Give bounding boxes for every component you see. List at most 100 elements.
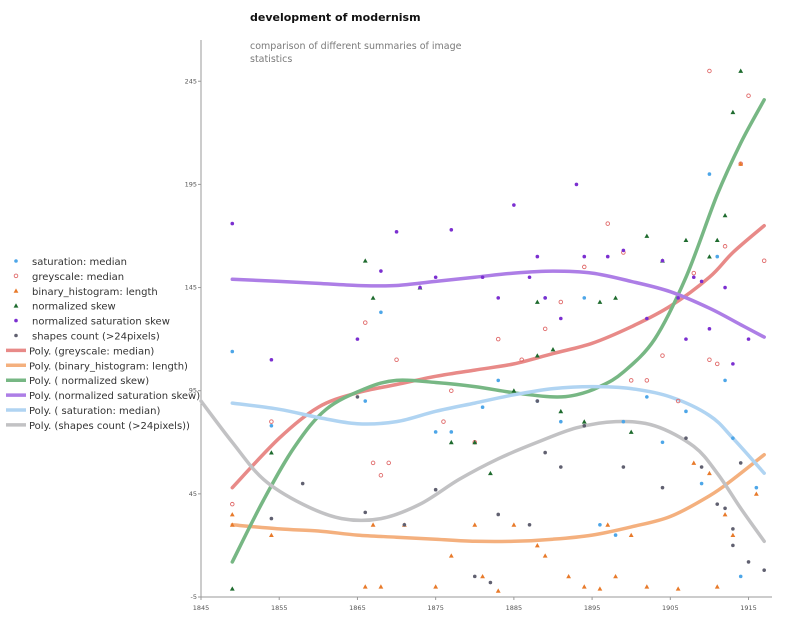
- y-tick-label: 195: [185, 180, 197, 188]
- data-point-shapes: [723, 506, 727, 511]
- legend-marker-shapes: [14, 333, 18, 338]
- data-point-saturation: [363, 399, 368, 403]
- data-point-greyscale: [370, 460, 376, 466]
- data-point-normskew: [370, 295, 376, 300]
- data-point-greyscale: [519, 357, 524, 363]
- legend-label: Poly. (normalized saturation skew): [29, 391, 200, 402]
- data-point-shapes: [300, 481, 305, 486]
- data-point-normskew: [597, 299, 603, 304]
- x-tick-label: 1865: [349, 604, 366, 612]
- data-point-normskew: [581, 419, 587, 424]
- legend-label: Poly. ( normalized skew): [29, 376, 149, 387]
- data-point-binary: [480, 573, 485, 579]
- data-point-shapes: [715, 502, 720, 506]
- legend-label: Poly. (greyscale: median): [29, 346, 154, 357]
- data-point-normsatskew: [433, 275, 438, 280]
- data-point-normsatskew: [707, 327, 712, 331]
- data-point-normskew: [730, 109, 736, 115]
- data-point-normsatskew: [605, 254, 610, 259]
- data-point-binary: [613, 573, 618, 579]
- data-point-greyscale: [269, 419, 274, 424]
- data-point-greyscale: [714, 361, 720, 367]
- data-point-normsatskew: [684, 337, 688, 341]
- data-point-normsatskew: [731, 362, 735, 366]
- trend-line-shapes: [199, 399, 766, 544]
- data-point-saturation: [621, 419, 626, 424]
- data-point-normsatskew: [512, 203, 516, 207]
- y-tick-label: 245: [185, 77, 197, 85]
- data-point-normskew: [362, 258, 368, 263]
- data-point-saturation: [684, 409, 688, 414]
- data-point-greyscale: [363, 320, 368, 325]
- data-point-greyscale: [449, 388, 454, 393]
- data-point-saturation: [582, 296, 587, 300]
- legend-marker-greyscale: [13, 273, 19, 279]
- data-point-shapes: [496, 512, 501, 517]
- data-point-normsatskew: [645, 316, 649, 321]
- data-point-normsatskew: [418, 285, 422, 290]
- data-point-normskew: [707, 254, 712, 259]
- legend-label: normalized saturation skew: [32, 317, 170, 328]
- legend-label: shapes count (>24pixels): [32, 332, 160, 343]
- data-point-normsatskew: [496, 296, 501, 300]
- data-point-binary: [691, 460, 697, 465]
- data-point-binary: [378, 584, 384, 589]
- data-point-greyscale: [558, 299, 564, 305]
- data-point-normsatskew: [449, 227, 454, 232]
- data-point-saturation: [645, 395, 649, 399]
- data-point-saturation: [433, 430, 438, 434]
- data-point-greyscale: [441, 419, 446, 424]
- data-point-greyscale: [761, 258, 767, 263]
- x-tick-label: 1855: [271, 604, 288, 612]
- data-point-binary: [707, 470, 712, 476]
- data-point-shapes: [738, 461, 743, 465]
- chart-title: development of modernism: [250, 11, 421, 24]
- data-point-saturation: [613, 533, 618, 537]
- x-tick-label: 1885: [506, 604, 523, 612]
- data-point-binary: [229, 512, 235, 517]
- data-point-greyscale: [707, 68, 712, 74]
- legend-label: binary_histogram: length: [32, 287, 158, 298]
- data-point-shapes: [746, 560, 751, 564]
- data-point-normskew: [558, 408, 564, 414]
- data-point-binary: [534, 543, 540, 548]
- trend-line-normskew: [230, 98, 766, 564]
- data-point-normskew: [511, 388, 517, 393]
- data-point-shapes: [402, 522, 407, 527]
- data-point-normskew: [644, 233, 650, 238]
- data-point-normsatskew: [535, 254, 540, 259]
- data-point-normskew: [550, 347, 556, 352]
- data-point-greyscale: [230, 501, 235, 507]
- data-point-shapes: [472, 574, 477, 579]
- data-point-normsatskew: [691, 275, 696, 280]
- x-tick-label: 1905: [662, 604, 679, 612]
- y-tick-label: 145: [185, 284, 197, 292]
- data-point-binary: [542, 553, 548, 558]
- data-point-saturation: [754, 485, 759, 490]
- data-point-binary: [362, 584, 368, 589]
- data-point-shapes: [660, 485, 665, 490]
- data-point-normsatskew: [230, 221, 235, 226]
- data-point-saturation: [598, 522, 602, 527]
- legend-marker-saturation: [14, 259, 18, 263]
- data-point-greyscale: [675, 398, 681, 404]
- data-point-binary: [472, 522, 478, 527]
- data-point-greyscale: [660, 353, 665, 358]
- data-points: [229, 68, 767, 593]
- trend-line-normsatskew: [230, 269, 766, 339]
- data-point-saturation: [707, 172, 712, 176]
- legend-marker-normskew: [13, 303, 19, 308]
- data-point-binary: [605, 522, 611, 527]
- data-point-normsatskew: [559, 316, 563, 321]
- legend-label: Poly. (binary_histogram: length): [29, 361, 188, 372]
- data-point-shapes: [355, 395, 360, 399]
- data-point-binary: [753, 491, 759, 496]
- data-point-saturation: [731, 436, 735, 440]
- legend-label: saturation: median: [32, 257, 127, 268]
- data-point-greyscale: [746, 93, 751, 98]
- data-point-greyscale: [542, 326, 548, 332]
- data-point-normskew: [534, 299, 540, 304]
- data-point-normsatskew: [480, 275, 485, 280]
- chart-subtitle-line-2: statistics: [250, 54, 292, 65]
